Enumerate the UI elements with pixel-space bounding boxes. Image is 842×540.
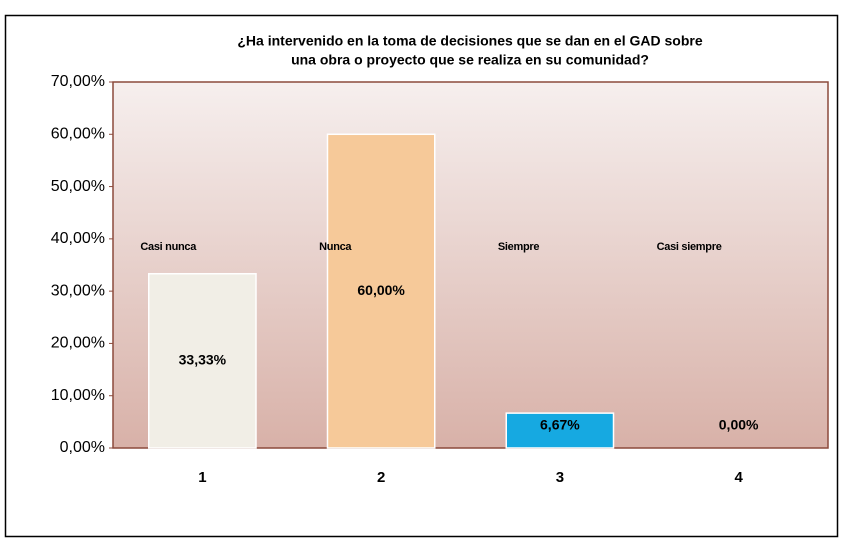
y-tick-label: 0,00% <box>60 439 105 456</box>
data-label: 60,00% <box>357 282 405 298</box>
data-label: 6,67% <box>540 417 580 433</box>
bar <box>148 272 257 449</box>
y-tick-label: 30,00% <box>51 282 105 299</box>
chart-title: ¿Ha intervenido en la toma de decisiones… <box>237 33 702 49</box>
bar-name: Casi nunca <box>140 241 197 253</box>
y-tick-label: 60,00% <box>51 126 105 143</box>
bar <box>505 412 615 449</box>
data-label: 33,33% <box>179 352 227 368</box>
bar-name: Nunca <box>319 241 352 253</box>
y-tick-label: 10,00% <box>51 387 105 404</box>
x-tick-label: 4 <box>734 469 743 486</box>
y-tick-label: 70,00% <box>51 73 105 90</box>
y-tick-label: 20,00% <box>51 335 105 352</box>
data-label: 0,00% <box>719 417 759 433</box>
y-tick-label: 40,00% <box>51 230 105 247</box>
y-tick-label: 50,00% <box>51 178 105 195</box>
bar-name: Casi siempre <box>657 241 722 253</box>
x-tick-label: 2 <box>377 469 385 486</box>
x-tick-label: 1 <box>198 469 206 486</box>
bar-name: Siempre <box>498 241 539 253</box>
chart-title: una obra o proyecto que se realiza en su… <box>291 52 649 68</box>
x-tick-label: 3 <box>556 469 564 486</box>
bar <box>326 133 436 449</box>
